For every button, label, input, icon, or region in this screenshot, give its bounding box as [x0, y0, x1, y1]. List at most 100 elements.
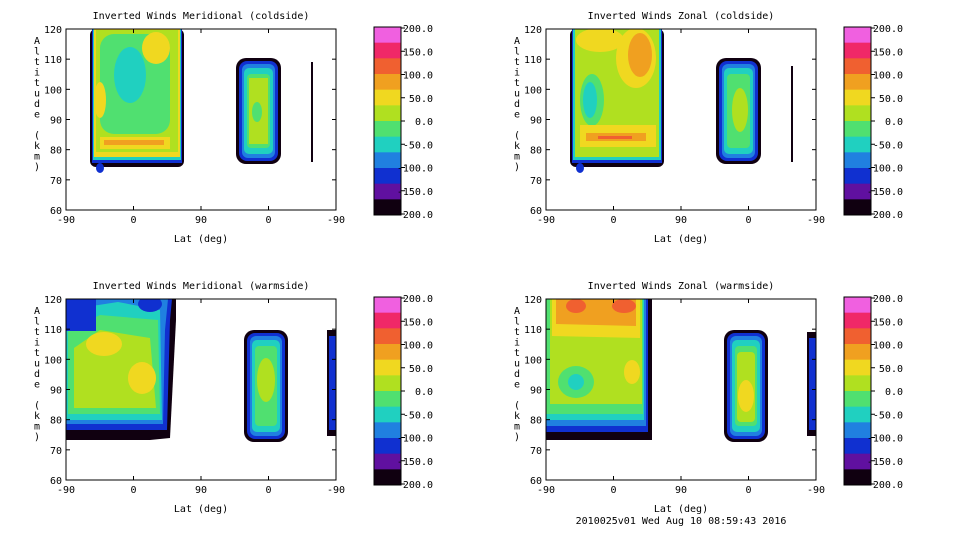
y-axis-label-char: e — [34, 110, 40, 121]
colorbar-label: -200.0 — [397, 480, 433, 491]
colorbar-swatch — [374, 136, 401, 153]
colorbar-label: 200.0 — [403, 24, 433, 35]
y-axis-label-char: t — [514, 327, 520, 338]
y-axis-label-char: k — [34, 411, 40, 422]
panel-meridional-coldside: Inverted Winds Meridional (coldside) — [34, 11, 433, 245]
colorbar-swatch — [374, 183, 401, 200]
x-ticks: -90 0 90 0 -90 — [57, 299, 345, 496]
colorbar-label: 50.0 — [409, 364, 433, 375]
colorbar-swatch — [374, 312, 401, 329]
y-axis-label-char: ( — [34, 401, 40, 412]
panel-title: Inverted Winds Zonal (coldside) — [588, 11, 775, 22]
x-ticks: -90 0 90 0 -90 — [57, 29, 345, 226]
y-axis-label-char: d — [514, 99, 520, 110]
colorbar-label: 150.0 — [873, 47, 903, 58]
x-tick-label: -90 — [807, 485, 825, 496]
y-axis-label-char: k — [514, 141, 520, 152]
colorbar-label: -150.0 — [867, 457, 903, 468]
colorbar-label: -50.0 — [403, 410, 433, 421]
panel-title: Inverted Winds Meridional (coldside) — [93, 11, 310, 22]
colorbar-label: 100.0 — [873, 71, 903, 82]
y-tick-label: 60 — [50, 206, 62, 217]
colorbar-swatch — [844, 438, 871, 455]
colorbar-swatch — [374, 89, 401, 106]
colorbar-label: -50.0 — [873, 140, 903, 151]
colorbar-label: -100.0 — [397, 434, 433, 445]
colorbar-label: -200.0 — [867, 480, 903, 491]
colorbar-swatch — [844, 89, 871, 106]
colorbar-label: 200.0 — [873, 294, 903, 305]
colorbar-label: -100.0 — [867, 434, 903, 445]
y-tick-label: 110 — [524, 325, 542, 336]
colorbar: 200.0 150.0 100.0 50.0 0.0 -50.0 -100.0 -150.0 -… — [843, 24, 903, 221]
y-axis-label-char: t — [34, 327, 40, 338]
y-axis-label-char: ) — [514, 432, 520, 443]
colorbar-swatch — [374, 391, 401, 408]
x-tick-label: -90 — [57, 215, 75, 226]
y-axis-label-char: A — [514, 36, 520, 47]
colorbar-swatch — [374, 105, 401, 122]
x-axis-label: Lat (deg) — [654, 234, 708, 245]
y-tick-label: 80 — [530, 416, 542, 427]
colorbar-swatch — [374, 74, 401, 91]
y-axis-label-char: e — [514, 110, 520, 121]
colorbar-swatch — [844, 183, 871, 200]
y-axis-label-char: ( — [514, 131, 520, 142]
colorbar-swatch — [844, 199, 871, 216]
y-axis-label-char: i — [514, 338, 520, 349]
y-axis-label-char: u — [514, 359, 520, 370]
colorbar-label: 150.0 — [403, 317, 433, 328]
colorbar-swatch — [374, 121, 401, 138]
x-tick-label: 0 — [610, 485, 616, 496]
colorbar-label: 150.0 — [873, 317, 903, 328]
y-axis-label-char: t — [34, 57, 40, 68]
y-tick-label: 80 — [530, 146, 542, 157]
colorbar-swatch — [374, 297, 401, 314]
y-axis-label-char: A — [34, 36, 40, 47]
y-tick-label: 70 — [50, 446, 62, 457]
colorbar-swatch — [844, 391, 871, 408]
y-tick-label: 90 — [530, 116, 542, 127]
x-axis-label: Lat (deg) — [654, 504, 708, 515]
colorbar-swatch — [844, 136, 871, 153]
colorbar-swatch — [844, 328, 871, 345]
x-tick-label: 90 — [195, 485, 207, 496]
y-ticks: 60 70 80 90 100 110 120 — [524, 295, 816, 487]
x-tick-label: -90 — [327, 485, 345, 496]
colorbar-label: 0.0 — [415, 117, 433, 128]
colorbar-swatch — [844, 469, 871, 486]
panel-zonal-warmside: Inverted Winds Zonal (warmside) — [514, 281, 903, 515]
colorbar-label: 200.0 — [873, 24, 903, 35]
x-tick-label: -90 — [537, 485, 555, 496]
colorbar-swatch — [374, 359, 401, 376]
y-tick-label: 60 — [50, 476, 62, 487]
x-tick-label: 0 — [745, 485, 751, 496]
y-ticks: 60 70 80 90 100 110 120 — [44, 295, 336, 487]
y-tick-label: 90 — [50, 386, 62, 397]
x-axis-label: Lat (deg) — [174, 234, 228, 245]
colorbar-swatch — [374, 453, 401, 470]
y-tick-label: 120 — [44, 25, 62, 36]
panel-title: Inverted Winds Zonal (warmside) — [588, 281, 775, 292]
x-tick-label: 90 — [675, 215, 687, 226]
x-tick-label: 0 — [610, 215, 616, 226]
colorbar-swatch — [374, 406, 401, 423]
panel-zonal-coldside: Inverted Winds Zonal (coldside) — [514, 11, 903, 245]
colorbar-swatch — [844, 312, 871, 329]
colorbar-swatch — [844, 453, 871, 470]
colorbar-label: 50.0 — [879, 364, 903, 375]
colorbar-swatch — [374, 375, 401, 392]
y-axis-label-char: ) — [34, 162, 40, 173]
x-tick-label: -90 — [327, 215, 345, 226]
y-axis-label-char: m — [34, 152, 40, 163]
colorbar-label: 100.0 — [403, 341, 433, 352]
colorbar-swatch — [374, 42, 401, 59]
colorbar-label: -150.0 — [867, 187, 903, 198]
contour-field — [570, 29, 793, 173]
x-tick-label: -90 — [807, 215, 825, 226]
colorbar-swatch — [844, 344, 871, 361]
y-axis-label-char: i — [34, 68, 40, 79]
contour-field — [66, 299, 336, 442]
